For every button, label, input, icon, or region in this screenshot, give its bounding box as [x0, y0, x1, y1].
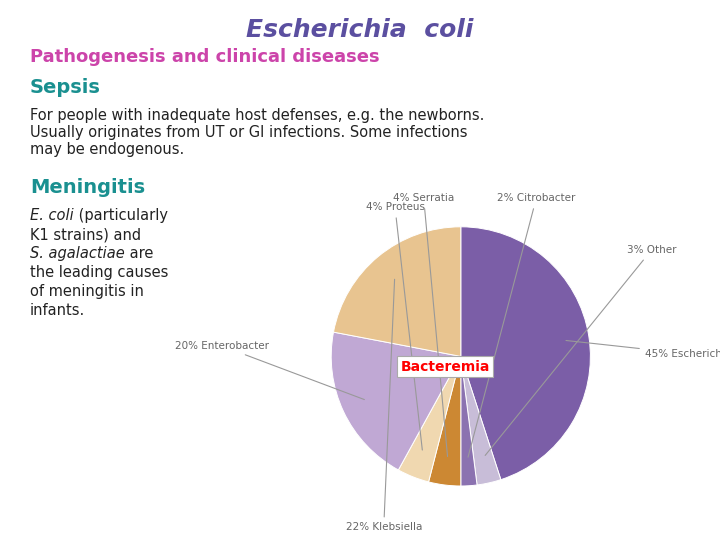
Wedge shape — [333, 227, 461, 356]
Text: the leading causes: the leading causes — [30, 265, 168, 280]
Text: are: are — [125, 246, 153, 261]
Text: may be endogenous.: may be endogenous. — [30, 142, 184, 157]
Wedge shape — [398, 356, 461, 482]
Wedge shape — [461, 356, 477, 486]
Text: 45% Escherichia: 45% Escherichia — [566, 341, 720, 359]
Text: 20% Enterobacter: 20% Enterobacter — [175, 341, 364, 400]
Text: For people with inadequate host defenses, e.g. the newborns.: For people with inadequate host defenses… — [30, 108, 485, 123]
Text: infants.: infants. — [30, 303, 85, 318]
Text: of meningitis in: of meningitis in — [30, 284, 144, 299]
Wedge shape — [428, 356, 461, 486]
Text: Bacteremia: Bacteremia — [400, 360, 490, 374]
Text: Pathogenesis and clinical diseases: Pathogenesis and clinical diseases — [30, 48, 379, 66]
Wedge shape — [461, 227, 590, 480]
Text: (particularly: (particularly — [73, 208, 168, 223]
Wedge shape — [331, 332, 461, 470]
Text: 2% Citrobacter: 2% Citrobacter — [468, 193, 575, 457]
Text: 4% Proteus: 4% Proteus — [366, 202, 425, 450]
Wedge shape — [461, 356, 501, 485]
Text: S. agalactiae: S. agalactiae — [30, 246, 125, 261]
Text: K1 strains) and: K1 strains) and — [30, 227, 141, 242]
Text: Sepsis: Sepsis — [30, 78, 101, 97]
Text: E. coli: E. coli — [30, 208, 73, 223]
Text: Escherichia  coli: Escherichia coli — [246, 18, 474, 42]
Text: 22% Klebsiella: 22% Klebsiella — [346, 279, 422, 532]
Text: Meningitis: Meningitis — [30, 178, 145, 197]
Text: 3% Other: 3% Other — [485, 245, 676, 455]
Text: Usually originates from UT or GI infections. Some infections: Usually originates from UT or GI infecti… — [30, 125, 467, 140]
Text: 4% Serratia: 4% Serratia — [393, 193, 454, 456]
